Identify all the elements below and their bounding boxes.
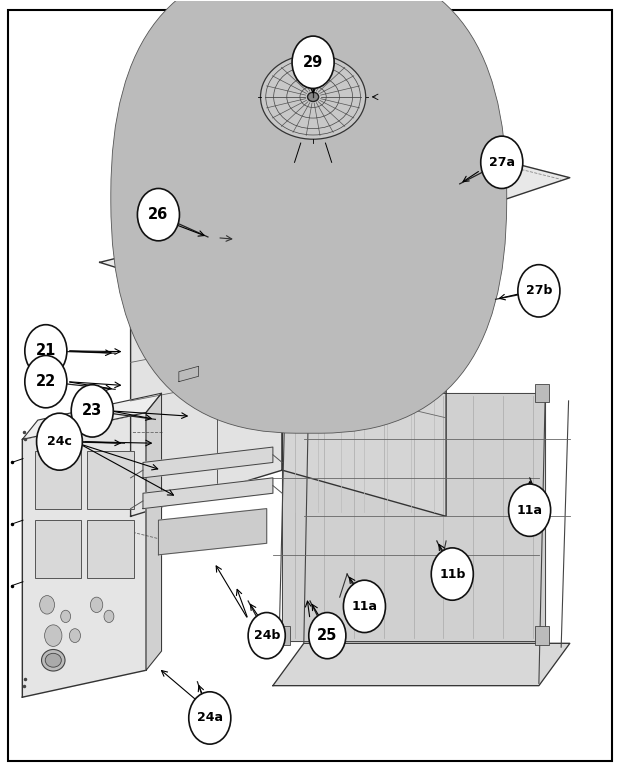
- Circle shape: [138, 188, 179, 241]
- Polygon shape: [174, 351, 239, 386]
- Ellipse shape: [339, 136, 460, 231]
- Circle shape: [104, 610, 114, 622]
- Bar: [35, 451, 81, 509]
- Circle shape: [91, 598, 103, 612]
- Polygon shape: [143, 447, 273, 478]
- Polygon shape: [159, 509, 267, 555]
- Circle shape: [69, 628, 81, 642]
- Polygon shape: [131, 247, 446, 339]
- Circle shape: [40, 596, 55, 614]
- Circle shape: [25, 355, 67, 408]
- Circle shape: [71, 385, 113, 437]
- Text: eReplacementParts.com: eReplacementParts.com: [216, 405, 404, 420]
- Bar: [87, 451, 134, 509]
- Bar: [275, 626, 290, 645]
- Bar: [35, 520, 81, 578]
- Polygon shape: [282, 393, 545, 641]
- Polygon shape: [146, 393, 162, 670]
- Polygon shape: [282, 247, 446, 517]
- Circle shape: [309, 612, 346, 658]
- Text: 26: 26: [148, 207, 169, 222]
- Text: 27b: 27b: [526, 284, 552, 298]
- Circle shape: [518, 264, 560, 317]
- Circle shape: [508, 484, 551, 537]
- Text: 27a: 27a: [489, 156, 515, 169]
- Ellipse shape: [45, 653, 61, 667]
- Polygon shape: [22, 412, 146, 697]
- Polygon shape: [273, 643, 570, 685]
- Circle shape: [45, 625, 62, 646]
- Ellipse shape: [260, 55, 366, 140]
- Circle shape: [480, 136, 523, 188]
- Circle shape: [188, 692, 231, 744]
- Polygon shape: [179, 366, 198, 382]
- Circle shape: [248, 612, 285, 658]
- Circle shape: [292, 36, 334, 89]
- Text: 22: 22: [36, 374, 56, 389]
- Bar: [534, 384, 549, 402]
- Bar: [87, 520, 134, 578]
- Text: 11a: 11a: [352, 600, 378, 613]
- Text: 24c: 24c: [47, 435, 72, 448]
- Text: 21: 21: [36, 343, 56, 359]
- Ellipse shape: [329, 129, 471, 239]
- Polygon shape: [100, 216, 335, 278]
- Polygon shape: [143, 478, 273, 509]
- Text: 24a: 24a: [197, 712, 223, 725]
- Text: 11b: 11b: [439, 567, 466, 581]
- Text: 29: 29: [303, 55, 323, 69]
- Circle shape: [37, 413, 82, 470]
- Polygon shape: [229, 132, 570, 231]
- Bar: [534, 626, 549, 645]
- Circle shape: [61, 610, 71, 622]
- Text: 24b: 24b: [254, 629, 280, 642]
- Circle shape: [343, 581, 386, 632]
- Ellipse shape: [308, 93, 319, 102]
- Ellipse shape: [42, 649, 65, 671]
- Polygon shape: [22, 393, 162, 439]
- Polygon shape: [131, 247, 282, 517]
- Text: 25: 25: [317, 628, 337, 643]
- Circle shape: [432, 548, 473, 600]
- FancyBboxPatch shape: [111, 0, 507, 433]
- Circle shape: [25, 325, 67, 377]
- Text: 23: 23: [82, 403, 102, 419]
- Text: 11a: 11a: [516, 503, 542, 517]
